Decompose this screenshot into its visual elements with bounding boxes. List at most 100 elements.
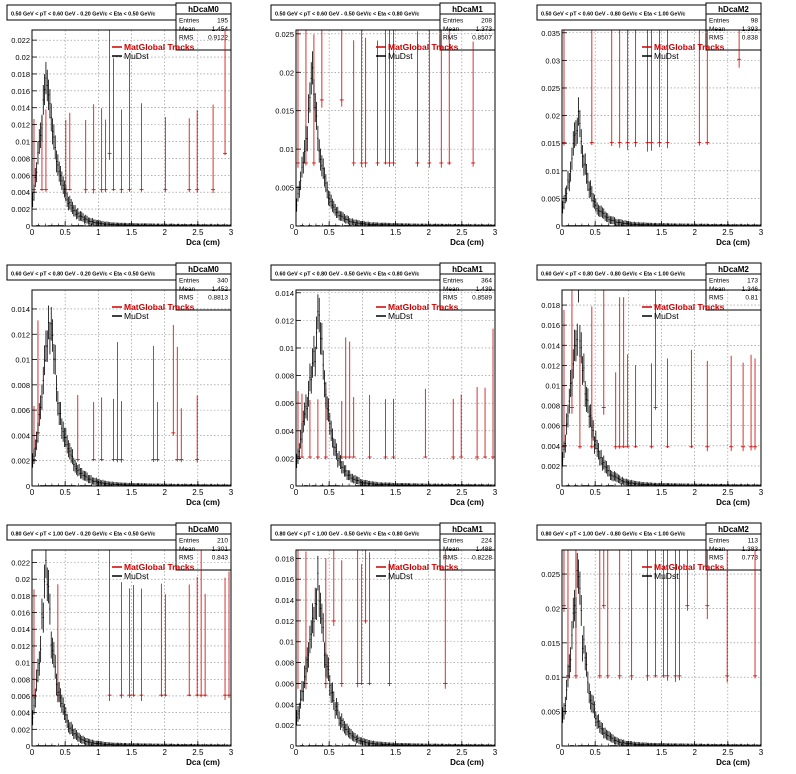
y-tick-label: 0.008 (541, 402, 560, 411)
legend-label-mudst: MuDst (654, 311, 679, 321)
y-tick-label: 0.002 (275, 454, 294, 463)
histogram-panel: 0.80 GeV < pT < 1.00 GeV - 0.80 GeV/c < … (536, 522, 764, 767)
stats-frame (439, 262, 496, 311)
y-tick-label: 0.008 (275, 659, 294, 668)
y-tick-label: 0.004 (541, 442, 560, 451)
x-tick-label: 1 (626, 228, 631, 237)
y-tick-label: 0 (26, 742, 30, 751)
stats-value-entries: 364 (481, 278, 492, 285)
x-tick-label: 3 (493, 228, 498, 237)
y-tick-label: 0.015 (541, 639, 560, 648)
y-axis: 0 0.002 0.004 0.006 0.008 0.01 0.012 0.014 0.016… (11, 559, 37, 751)
y-tick-label: 0.025 (541, 84, 560, 93)
stats-label-rms: RMS (709, 295, 724, 302)
y-tick-label: 0.02 (545, 604, 560, 613)
grid-lines (32, 290, 231, 486)
x-tick-label: 0.5 (590, 748, 602, 757)
stats-histogram-name: hDcaM2 (718, 265, 749, 274)
legend-label-mudst: MuDst (388, 571, 413, 581)
x-tick-label: 0 (30, 748, 35, 757)
y-tick-label: 0 (556, 482, 560, 491)
y-tick-label: 0.012 (11, 330, 30, 339)
x-tick-label: 2.5 (192, 228, 204, 237)
y-tick-label: 0.02 (15, 575, 30, 584)
y-tick-label: 0.005 (541, 708, 560, 717)
stats-label-entries: Entries (179, 278, 200, 285)
legend-label-matglobal: MatGlobal Tracks (388, 562, 459, 572)
stats-label-rms: RMS (709, 35, 724, 42)
x-tick-label: 1 (360, 488, 365, 497)
x-tick-label: 3 (229, 488, 234, 497)
y-tick-label: 0.004 (275, 700, 294, 709)
x-tick-label: 2.5 (722, 748, 734, 757)
stats-value-entries: 173 (747, 278, 758, 285)
y-tick-label: 0.02 (15, 53, 30, 62)
x-tick-label: 0.5 (590, 488, 602, 497)
y-tick-label: 0.014 (275, 289, 294, 298)
panel-title: 0.60 GeV < pT < 0.80 GeV - 0.80 GeV/c < … (541, 272, 685, 278)
legend-label-matglobal: MatGlobal Tracks (388, 302, 459, 312)
legend-label-mudst: MuDst (654, 571, 679, 581)
panel-title-box: 0.80 GeV < pT < 1.00 GeV - 0.20 GeV/c < … (6, 524, 186, 541)
x-tick-label: 1.5 (126, 748, 138, 757)
grid-lines (562, 30, 761, 226)
y-tick-label: 0.012 (11, 642, 30, 651)
x-tick-label: 3 (493, 748, 498, 757)
y-tick-label: 0 (556, 742, 560, 751)
panel-title-box: 0.60 GeV < pT < 0.80 GeV - 0.20 GeV/c < … (6, 264, 186, 281)
panel-title: 0.60 GeV < pT < 0.80 GeV - 0.20 GeV/c < … (11, 272, 155, 278)
stats-histogram-name: hDcaM1 (452, 265, 483, 274)
legend-label-mudst: MuDst (124, 571, 149, 581)
x-tick-label: 1.5 (126, 228, 138, 237)
stats-value-rms: 0.8589 (472, 295, 492, 302)
series-mudst (296, 294, 495, 486)
y-tick-label: 0.002 (275, 721, 294, 730)
y-tick-label: 0.016 (275, 575, 294, 584)
x-tick-label: 1.5 (656, 228, 668, 237)
x-axis: 0 0.5 1 1.5 2 2.5 3 Dca (cm) (294, 221, 498, 247)
x-tick-label: 2.5 (456, 748, 468, 757)
y-tick-label: 0.025 (275, 30, 294, 39)
x-axis: 0 0.5 1 1.5 2 2.5 3 Dca (cm) (294, 481, 498, 507)
stats-value-rms: 0.81 (745, 295, 758, 302)
y-tick-label: 0.014 (541, 341, 560, 350)
legend-label-matglobal: MatGlobal Tracks (654, 42, 725, 52)
y-tick-label: 0.02 (545, 112, 560, 121)
y-tick-label: 0.008 (11, 154, 30, 163)
y-axis: 0 0.005 0.01 0.015 0.02 0.025 (275, 30, 301, 231)
x-tick-label: 0 (30, 488, 35, 497)
x-tick-label: 0 (560, 488, 565, 497)
stats-value-rms: 0.838 (742, 35, 759, 42)
stats-histogram-name: hDcaM1 (452, 5, 483, 14)
grid-lines (296, 550, 495, 746)
legend-label-mudst: MuDst (124, 311, 149, 321)
x-tick-label: 3 (229, 228, 234, 237)
stats-value-entries: 195 (217, 18, 228, 25)
x-tick-label: 1.5 (390, 228, 402, 237)
legend-label-mudst: MuDst (124, 51, 149, 61)
x-tick-label: 2.5 (722, 228, 734, 237)
y-tick-label: 0.005 (275, 184, 294, 193)
stats-value-entries: 340 (217, 278, 228, 285)
x-tick-label: 0 (560, 228, 565, 237)
histogram-panel: 0.50 GeV < pT < 0.60 GeV - 0.20 GeV/c < … (6, 2, 234, 247)
y-axis: 0 0.005 0.01 0.015 0.02 0.025 (541, 570, 567, 751)
stats-frame (705, 522, 762, 571)
x-axis: 0 0.5 1 1.5 2 2.5 3 Dca (cm) (30, 741, 234, 767)
y-tick-label: 0.006 (275, 679, 294, 688)
x-tick-label: 2.5 (722, 488, 734, 497)
stats-label-entries: Entries (443, 278, 464, 285)
y-tick-label: 0.006 (275, 399, 294, 408)
series-mudst (296, 51, 495, 226)
x-tick-label: 3 (759, 488, 764, 497)
x-axis-label: Dca (cm) (450, 498, 484, 507)
y-tick-label: 0.006 (11, 171, 30, 180)
panel-title-box: 0.80 GeV < pT < 1.00 GeV - 0.80 GeV/c < … (536, 524, 716, 541)
x-tick-label: 1 (96, 488, 101, 497)
panel-title: 0.60 GeV < pT < 0.80 GeV - 0.50 GeV/c < … (275, 272, 419, 278)
